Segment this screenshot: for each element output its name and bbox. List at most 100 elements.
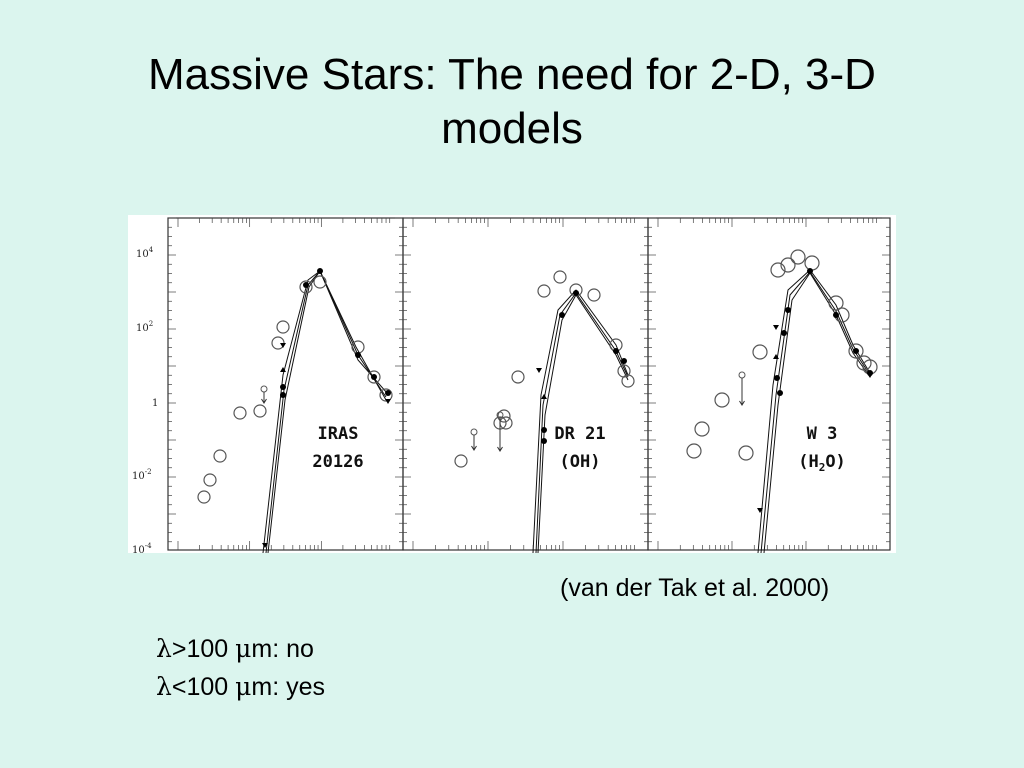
- y-tick-label-1e-4: 10-4: [132, 542, 152, 553]
- panel-frame: [402, 217, 649, 551]
- panel-label-w3-line2: (H2O): [798, 452, 846, 474]
- filled-model-point: [833, 312, 839, 318]
- open-circle-point: [752, 344, 768, 360]
- figure-credit: (van der Tak et al. 2000): [560, 574, 830, 602]
- open-circle-point: [454, 454, 468, 468]
- open-circle-point: [770, 262, 786, 278]
- panel-frames: [167, 217, 891, 551]
- filled-model-point: [317, 268, 323, 274]
- model-curve: [535, 292, 629, 553]
- y-axis-tick-labels: 104 102 1 10-2 10-4: [132, 246, 158, 553]
- y-tick-label-1e2: 102: [136, 320, 153, 334]
- sed-figure: 104 102 1 10-2 10-4 IRAS 20126 DR 21 (OH…: [128, 215, 896, 553]
- triangle-model-point: [262, 543, 268, 548]
- filled-model-point: [774, 375, 780, 381]
- open-circle-point: [197, 490, 211, 504]
- open-circle-point: [848, 343, 864, 359]
- lambda-symbol: λ: [156, 672, 172, 701]
- y-tick-label-1e4: 104: [136, 246, 154, 260]
- filled-model-point: [573, 290, 579, 296]
- slide-title-line-1: Massive Stars: The need for 2-D, 3-D: [148, 50, 876, 99]
- y-tick-label-1e-2: 10-2: [132, 468, 152, 482]
- open-circle-point: [367, 370, 381, 384]
- triangle-model-point: [773, 325, 779, 330]
- panel-frame: [647, 217, 891, 551]
- upper-limit-circle: [470, 428, 478, 436]
- triangle-model-point: [541, 394, 547, 399]
- open-circle-point: [738, 445, 754, 461]
- open-circle-point: [233, 406, 247, 420]
- filled-model-point: [371, 374, 377, 380]
- filled-model-point: [559, 312, 565, 318]
- open-circle-point: [553, 270, 567, 284]
- data-points: [197, 249, 878, 548]
- open-circle-point: [511, 370, 525, 384]
- upper-limit-arrow: [497, 446, 503, 452]
- open-circle-point: [299, 280, 313, 294]
- upper-limit-arrow: [471, 445, 477, 451]
- mu-symbol: μ: [235, 634, 252, 663]
- model-curve: [537, 294, 629, 553]
- panel-label-dr21-line2: (OH): [560, 452, 601, 472]
- triangle-model-point: [385, 399, 391, 404]
- open-circle-point: [780, 257, 796, 273]
- model-curve: [763, 272, 871, 553]
- filled-model-point: [613, 348, 619, 354]
- open-circle-point: [276, 320, 290, 334]
- open-circle-point: [203, 473, 217, 487]
- filled-model-point: [355, 352, 361, 358]
- triangle-model-point: [280, 343, 286, 348]
- open-circle-point: [686, 443, 702, 459]
- slide-title: Massive Stars: The need for 2-D, 3-D mod…: [40, 48, 984, 156]
- panel-label-iras-line1: IRAS: [318, 424, 359, 444]
- model-curve: [532, 289, 629, 553]
- panel-label-w3-line1: W 3: [807, 424, 838, 444]
- open-circle-point: [537, 284, 551, 298]
- open-circle-point: [714, 392, 730, 408]
- model-curve: [267, 269, 388, 553]
- filled-model-point: [781, 330, 787, 336]
- open-circle-point: [313, 275, 327, 289]
- bullet-item: λ<100 μm: yes: [156, 668, 325, 706]
- triangle-model-point: [280, 367, 286, 372]
- filled-model-point: [807, 268, 813, 274]
- filled-model-point: [385, 390, 391, 396]
- filled-model-point: [777, 390, 783, 396]
- triangle-model-point: [867, 373, 873, 378]
- upper-limit-circle: [738, 371, 746, 379]
- y-tick-label-1: 1: [152, 398, 158, 409]
- upper-limit-circle: [260, 385, 268, 393]
- filled-model-point: [280, 384, 286, 390]
- filled-model-point: [541, 427, 547, 433]
- open-circle-point: [828, 295, 844, 311]
- lambda-symbol: λ: [156, 634, 172, 663]
- filled-model-point: [785, 307, 791, 313]
- triangle-model-point: [757, 508, 763, 513]
- model-curve: [262, 270, 387, 553]
- bullet-item: λ>100 μm: no: [156, 630, 325, 668]
- filled-model-point: [303, 282, 309, 288]
- sed-figure-svg: 104 102 1 10-2 10-4 IRAS 20126 DR 21 (OH…: [132, 217, 891, 553]
- slide-title-line-2: models: [441, 104, 583, 153]
- model-curve: [265, 270, 387, 553]
- model-curves: [262, 269, 871, 553]
- bullet-text-rest: m: no: [251, 635, 314, 663]
- bullet-text: >100: [171, 635, 236, 663]
- filled-model-point: [280, 392, 286, 398]
- open-circle-point: [379, 388, 393, 402]
- open-circle-point: [804, 255, 820, 271]
- bullet-text: <100: [171, 673, 236, 701]
- filled-model-point: [853, 348, 859, 354]
- open-circle-point: [497, 409, 511, 423]
- triangle-model-point: [773, 354, 779, 359]
- open-circle-point: [694, 421, 710, 437]
- bullet-text-rest: m: yes: [251, 673, 325, 701]
- filled-model-point: [621, 358, 627, 364]
- filled-model-point: [541, 438, 547, 444]
- axis-ticks: [168, 217, 890, 550]
- upper-limit-arrow: [261, 398, 267, 404]
- bullet-list: λ>100 μm: no λ<100 μm: yes: [156, 630, 325, 706]
- open-circle-point: [621, 374, 635, 388]
- triangle-model-point: [536, 368, 542, 373]
- open-circle-point: [790, 249, 806, 265]
